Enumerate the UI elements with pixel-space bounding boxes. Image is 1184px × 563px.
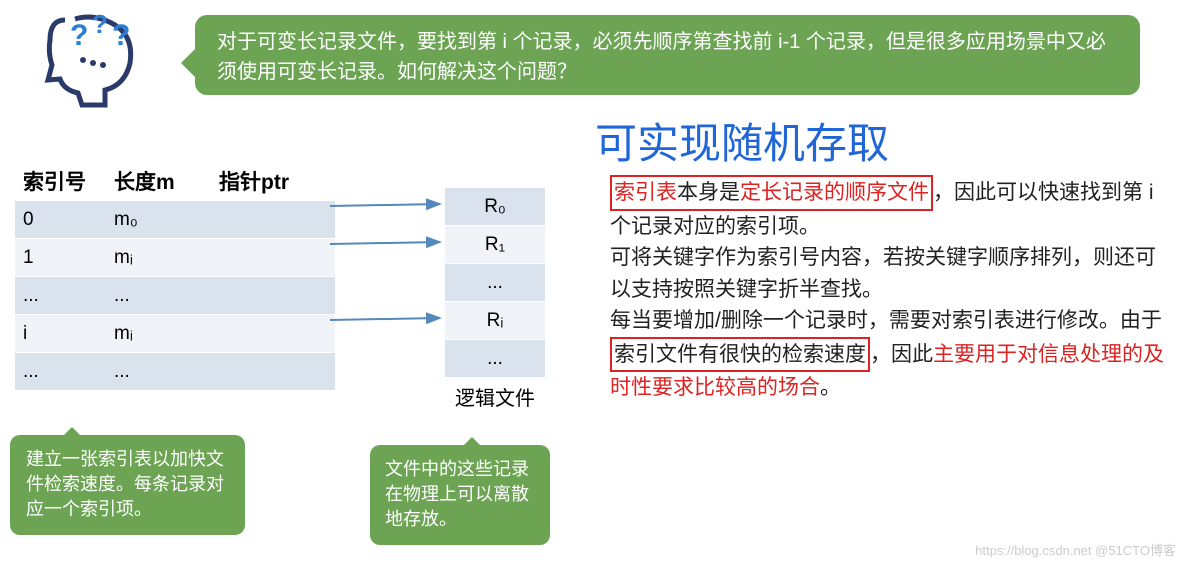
paragraph-3: 每当要增加/删除一个记录时，需要对索引表进行修改。由于索引文件有很快的检索速度，…	[610, 305, 1170, 404]
blue-heading: 可实现随机存取	[595, 110, 889, 171]
record-cell: R₁	[445, 226, 545, 264]
highlight-box-1: 索引表本身是定长记录的顺序文件	[610, 175, 933, 211]
svg-text:?: ?	[70, 19, 88, 52]
svg-text:?: ?	[112, 19, 130, 52]
col-header-index: 索引号	[15, 166, 110, 196]
left-note-bubble: 建立一张索引表以加快文件检索速度。每条记录对应一个索引项。	[10, 435, 245, 535]
table-row: imᵢ	[15, 314, 335, 352]
mid-note-bubble: 文件中的这些记录在物理上可以离散地存放。	[370, 445, 550, 545]
col-header-pointer: 指针ptr	[215, 166, 335, 196]
highlight-box-2: 索引文件有很快的检索速度	[610, 337, 870, 373]
table-header-row: 索引号 长度m 指针ptr	[15, 162, 335, 200]
watermark-text: https://blog.csdn.net @51CTO博客	[975, 540, 1176, 559]
paragraph-2: 可将关键字作为索引号内容，若按关键字顺序排列，则还可以支持按照关键字折半查找。	[610, 242, 1170, 305]
logical-file-label: 逻辑文件	[445, 382, 545, 411]
record-cell: ...	[445, 340, 545, 378]
table-row: ......	[15, 276, 335, 314]
table-row: 1mᵢ	[15, 238, 335, 276]
table-row: 0m₀	[15, 200, 335, 238]
record-cell: ...	[445, 264, 545, 302]
table-row: ......	[15, 352, 335, 390]
svg-text:?: ?	[92, 9, 108, 39]
pointer-arrows	[330, 190, 450, 390]
thinking-head-icon: ? ? ?	[30, 5, 160, 115]
record-cell: Rᵢ	[445, 302, 545, 340]
explanation-text: 索引表本身是定长记录的顺序文件，因此可以快速找到第 i 个记录对应的索引项。 可…	[610, 175, 1170, 404]
record-cell: R₀	[445, 188, 545, 226]
col-header-length: 长度m	[110, 166, 215, 196]
logical-file-column: R₀ R₁ ... Rᵢ ... 逻辑文件	[445, 188, 545, 411]
question-bubble: 对于可变长记录文件，要找到第 i 个记录，必须先顺序第查找前 i-1 个记录，但…	[195, 15, 1140, 95]
index-table: 索引号 长度m 指针ptr 0m₀ 1mᵢ ...... imᵢ ......	[15, 162, 335, 390]
